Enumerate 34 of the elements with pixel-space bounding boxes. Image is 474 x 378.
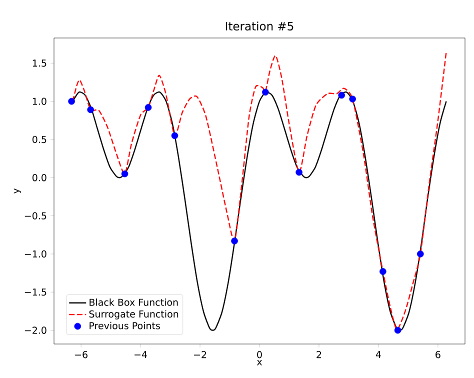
point: [171, 132, 178, 140]
legend-label: Previous Points: [90, 322, 160, 330]
y-tick-label: −0.5: [24, 212, 46, 220]
y-tick-label: 1.0: [32, 98, 46, 105]
x-tick-label: 0: [257, 351, 262, 358]
x-tick-label: −2: [194, 351, 206, 358]
y-axis-title: y: [14, 188, 22, 194]
x-tick-label: −4: [134, 351, 148, 358]
point: [144, 104, 152, 111]
legend-label: Black Box Function: [90, 298, 178, 306]
legend-label: Surrogate Function: [89, 310, 178, 320]
y-tick-label: −1.5: [24, 288, 46, 296]
point: [262, 88, 269, 96]
x-axis-title: x: [256, 360, 262, 366]
y-tick-label: 1.5: [32, 60, 46, 67]
chart-title: Iteration #5: [226, 22, 294, 30]
point: [296, 168, 302, 176]
y-tick-label: −2.0: [24, 326, 46, 334]
point: [68, 98, 75, 105]
point: [416, 250, 424, 258]
y-tick-label: 0.5: [32, 136, 46, 144]
x-tick-label: 2: [316, 351, 322, 358]
point: [380, 268, 386, 275]
point: [231, 238, 238, 244]
point: [349, 96, 356, 102]
x-tick-label: −6: [75, 351, 88, 358]
point: [121, 170, 128, 178]
x-tick-label: 6: [436, 351, 440, 358]
x-tick-label: 4: [376, 351, 381, 358]
point: [394, 326, 402, 334]
y-tick-label: −1.0: [24, 250, 46, 258]
point: [87, 106, 94, 114]
point: [338, 92, 345, 99]
y-tick-label: 0.0: [32, 174, 46, 182]
